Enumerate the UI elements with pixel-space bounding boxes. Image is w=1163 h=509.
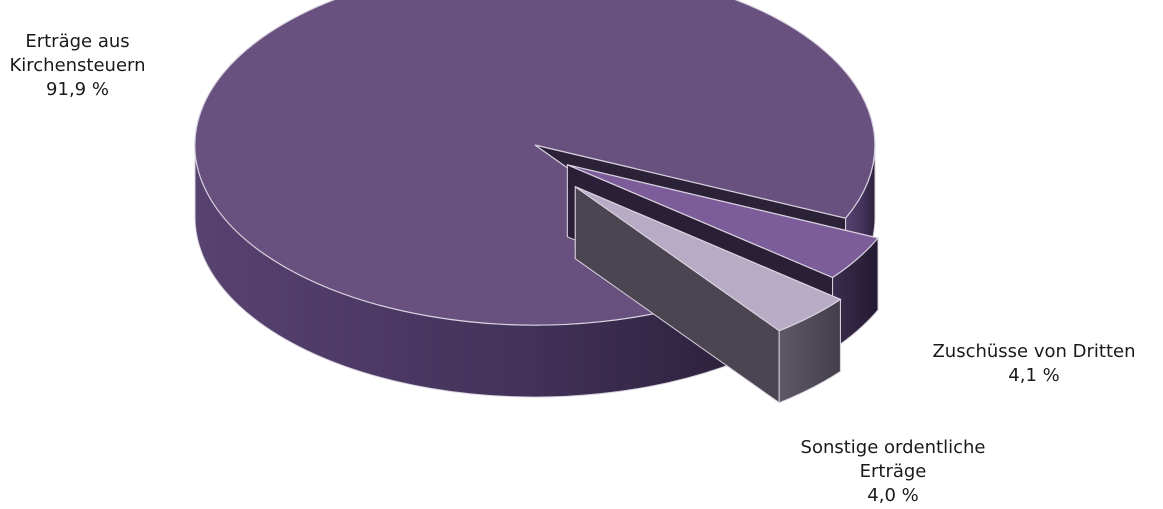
slice-percent-label: 4,1 %: [1008, 365, 1060, 386]
pie-slice: [574, 185, 842, 404]
slice-percent-label: 91,9 %: [46, 79, 109, 100]
slice-label-line: Erträge aus: [25, 31, 130, 52]
slice-label-ertraege-kirchensteuern: Erträge aus Kirchensteuern 91,9 %: [0, 30, 155, 102]
slice-label-line: Kirchensteuern: [9, 55, 146, 76]
slice-label-line: Zuschüsse von Dritten: [932, 341, 1136, 362]
slice-label-line: Erträge: [859, 461, 927, 482]
slice-top: [567, 164, 880, 279]
slice-top: [574, 186, 842, 332]
slice-label-line: Sonstige ordentliche: [800, 437, 986, 458]
slice-percent-label: 4,0 %: [867, 485, 919, 506]
slice-top: [194, 0, 876, 326]
slice-label-sonstige-ordentliche-ertraege: Sonstige ordentliche Erträge 4,0 %: [770, 436, 1016, 508]
slice-label-zuschuesse-von-dritten: Zuschüsse von Dritten 4,1 %: [905, 340, 1163, 388]
